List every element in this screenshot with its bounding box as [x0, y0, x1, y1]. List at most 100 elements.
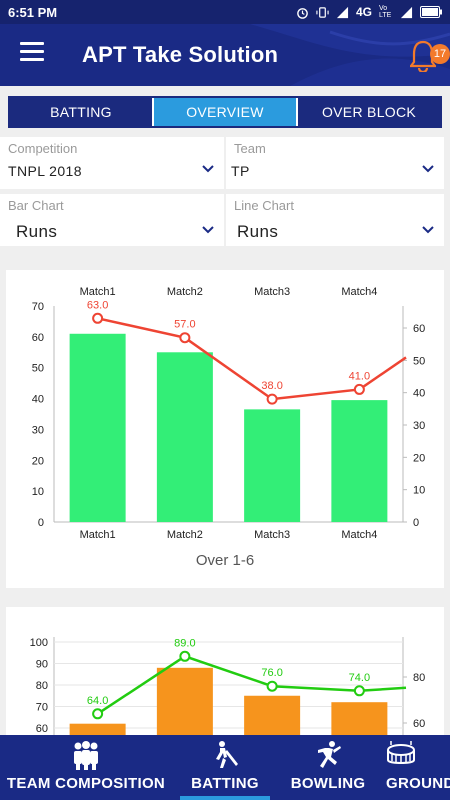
battery-icon	[420, 6, 442, 18]
batsman-icon	[216, 741, 238, 768]
line-point	[92, 708, 104, 720]
y-left-tick-label: 90	[36, 659, 48, 671]
y-right-tick-label: 60	[413, 323, 425, 335]
bell-icon[interactable]	[410, 40, 436, 72]
y-right-tick-label: 40	[413, 388, 425, 400]
data-label: 41.0	[349, 370, 370, 382]
bar	[69, 723, 126, 735]
signal-icon	[336, 6, 349, 18]
stadium-icon	[387, 741, 415, 764]
nav-team-composition[interactable]: TEAM COMPOSITION	[0, 735, 172, 800]
network-type: 4G	[355, 5, 372, 19]
data-label: 64.0	[87, 695, 108, 707]
x-top-tick-label: Match3	[254, 286, 290, 298]
y-right-tick-label: 30	[413, 420, 425, 432]
competition-select[interactable]: Competition TNPL 2018	[0, 137, 224, 189]
data-label: 38.0	[261, 380, 282, 392]
bar-chart-select[interactable]: Bar Chart Runs	[0, 194, 224, 246]
line-point	[266, 393, 278, 405]
x-tick-label: Match2	[167, 529, 203, 541]
y-left-tick-label: 20	[32, 455, 44, 467]
competition-value: TNPL 2018	[8, 163, 82, 179]
nav-bowling[interactable]: BOWLING	[278, 735, 378, 800]
y-left-tick-label: 0	[38, 517, 44, 529]
nav-label: BATTING	[191, 775, 259, 792]
volte-indicator: Vo LTE	[379, 5, 392, 19]
bar	[331, 702, 388, 735]
line-point	[179, 332, 191, 344]
chevron-down-icon	[202, 165, 214, 173]
menu-icon[interactable]	[20, 42, 44, 62]
y-left-tick-label: 60	[36, 723, 48, 735]
chart-title: Over 1-6	[196, 552, 254, 569]
y-right-tick-label: 50	[413, 355, 425, 367]
tab-over-block[interactable]: OVER BLOCK	[296, 98, 440, 126]
bar	[331, 400, 388, 522]
line-point	[179, 650, 191, 662]
y-right-tick-label: 80	[413, 672, 425, 684]
tab-overview[interactable]: OVERVIEW	[152, 98, 296, 126]
y-left-tick-label: 10	[32, 486, 44, 498]
nav-label: GROUND	[386, 775, 450, 792]
bar-chart-label: Bar Chart	[8, 198, 64, 213]
bar-chart-value: Runs	[16, 222, 58, 241]
x-tick-label: Match3	[254, 529, 290, 541]
y-left-tick-label: 60	[32, 332, 44, 344]
x-tick-label: Match4	[341, 529, 377, 541]
y-right-tick-label: 60	[413, 718, 425, 730]
line-point	[353, 685, 365, 697]
app-title: APT Take Solution	[82, 42, 279, 67]
data-label: 63.0	[87, 299, 108, 311]
alarm-icon	[297, 7, 308, 19]
line-point	[92, 312, 104, 324]
runs-chart-2: 60 70 80 90 100 60 80 64.0 89.0 76.0 74.0	[30, 637, 425, 735]
y-right-tick-label: 0	[413, 517, 419, 529]
nav-label: BOWLING	[290, 775, 366, 792]
bar	[156, 667, 213, 735]
vibrate-icon	[316, 6, 329, 18]
nav-label: TEAM COMPOSITION	[6, 775, 166, 792]
x-top-tick-label: Match4	[341, 286, 377, 298]
team-value: TP	[231, 163, 250, 179]
bottom-nav: TEAM COMPOSITION BATTING BOWLING	[0, 735, 450, 800]
notification-badge: 17	[430, 44, 450, 64]
chevron-down-icon	[422, 165, 434, 173]
chevron-down-icon	[422, 226, 434, 234]
signal-icon-2	[400, 6, 413, 18]
runs-chart-over-1-6: Over 1-6 0 10 20 30 40 50 60 70 0 10 20 30 40 50 60 Mat…	[32, 286, 426, 569]
y-left-tick-label: 70	[36, 702, 48, 714]
view-tabs: BATTING OVERVIEW OVER BLOCK	[8, 96, 442, 128]
y-left-tick-label: 100	[30, 637, 48, 649]
y-left-tick-label: 80	[36, 680, 48, 692]
y-left-tick-label: 30	[32, 424, 44, 436]
y-right-tick-label: 10	[413, 485, 425, 497]
team-select[interactable]: Team TP	[226, 137, 444, 189]
y-left-tick-label: 50	[32, 363, 44, 375]
y-right-tick-label: 20	[413, 452, 425, 464]
bar	[244, 695, 301, 735]
status-time: 6:51 PM	[8, 4, 58, 20]
competition-label: Competition	[8, 141, 78, 156]
bowler-icon	[318, 741, 341, 768]
nav-batting[interactable]: BATTING	[172, 735, 278, 800]
line-chart-label: Line Chart	[234, 198, 294, 213]
y-left-tick-label: 40	[32, 394, 44, 406]
app-bar: APT Take Solution 17	[0, 24, 450, 86]
x-top-tick-label: Match2	[167, 286, 203, 298]
bar	[156, 352, 213, 522]
x-top-tick-label: Match1	[80, 286, 116, 298]
x-tick-label: Match1	[80, 529, 116, 541]
tab-batting[interactable]: BATTING	[50, 104, 112, 120]
data-label: 74.0	[349, 672, 370, 684]
chart-card-1: Over 1-6 0 10 20 30 40 50 60 70 0 10 20 30 40 50 60 Mat…	[6, 270, 444, 588]
nav-ground[interactable]: GROUND	[378, 735, 450, 800]
data-label: 89.0	[174, 637, 195, 649]
team-icon	[74, 741, 98, 770]
line-chart-select[interactable]: Line Chart Runs	[226, 194, 444, 246]
line-point	[266, 680, 278, 692]
bar	[69, 333, 126, 522]
header-swoosh-decoration	[250, 24, 450, 86]
data-label: 57.0	[174, 319, 195, 331]
line-point	[353, 383, 365, 395]
chart-card-2: 60 70 80 90 100 60 80 64.0 89.0 76.0 74.0	[6, 607, 444, 735]
